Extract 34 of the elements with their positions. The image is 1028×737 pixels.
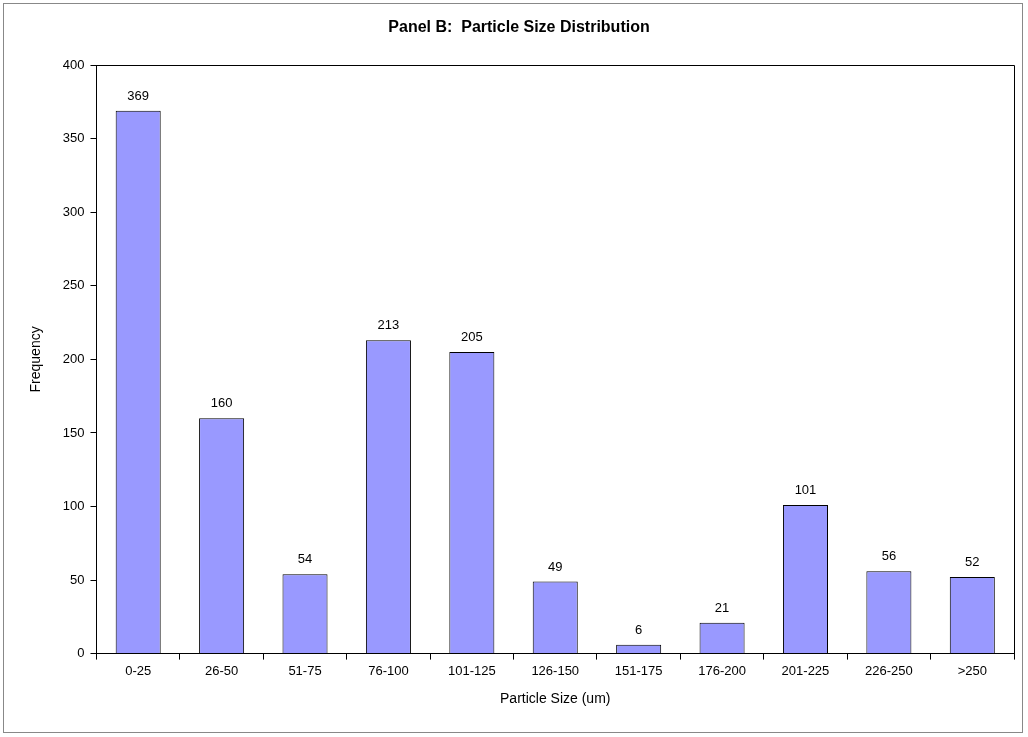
x-tick-label: 176-200 <box>698 662 746 678</box>
x-tick-label: 101-125 <box>447 662 496 678</box>
y-tick-label: 350 <box>62 130 85 146</box>
y-tick-label: 400 <box>62 56 85 72</box>
x-tick-label: 51-75 <box>288 662 322 678</box>
x-tick-label: 201-225 <box>781 662 830 678</box>
data-label: 56 <box>881 548 897 564</box>
x-tick-label: 76-100 <box>368 662 409 678</box>
x-tick-label: 26-50 <box>204 662 239 678</box>
data-label: 101 <box>794 482 817 498</box>
x-tick-label: 226-250 <box>865 662 913 678</box>
y-tick-label: 0 <box>77 645 85 661</box>
x-tick-label: 126-150 <box>531 662 580 678</box>
y-tick-label: 100 <box>62 498 85 514</box>
data-label: 6 <box>635 621 643 637</box>
y-tick-label: 50 <box>70 571 85 587</box>
x-tick-label: 151-175 <box>614 662 663 678</box>
y-tick-label: 300 <box>62 203 85 219</box>
y-tick-label: 150 <box>62 424 85 440</box>
data-label: 49 <box>548 558 563 574</box>
data-label: 213 <box>377 317 400 333</box>
y-tick-label: 200 <box>62 350 85 366</box>
data-label: 21 <box>714 599 730 615</box>
x-tick-label: >250 <box>957 662 987 678</box>
data-label: 52 <box>965 554 980 570</box>
y-tick-label: 250 <box>62 277 85 293</box>
data-label: 54 <box>297 551 313 567</box>
chart-title: Panel B: Particle Size Distribution <box>388 18 650 36</box>
data-label: 369 <box>127 87 150 103</box>
y-axis-title: Frequency <box>27 326 44 393</box>
x-axis-title: Particle Size (um) <box>500 690 611 707</box>
data-label: 160 <box>210 395 233 411</box>
data-label: 205 <box>460 329 483 345</box>
x-tick-label: 0-25 <box>125 662 152 678</box>
